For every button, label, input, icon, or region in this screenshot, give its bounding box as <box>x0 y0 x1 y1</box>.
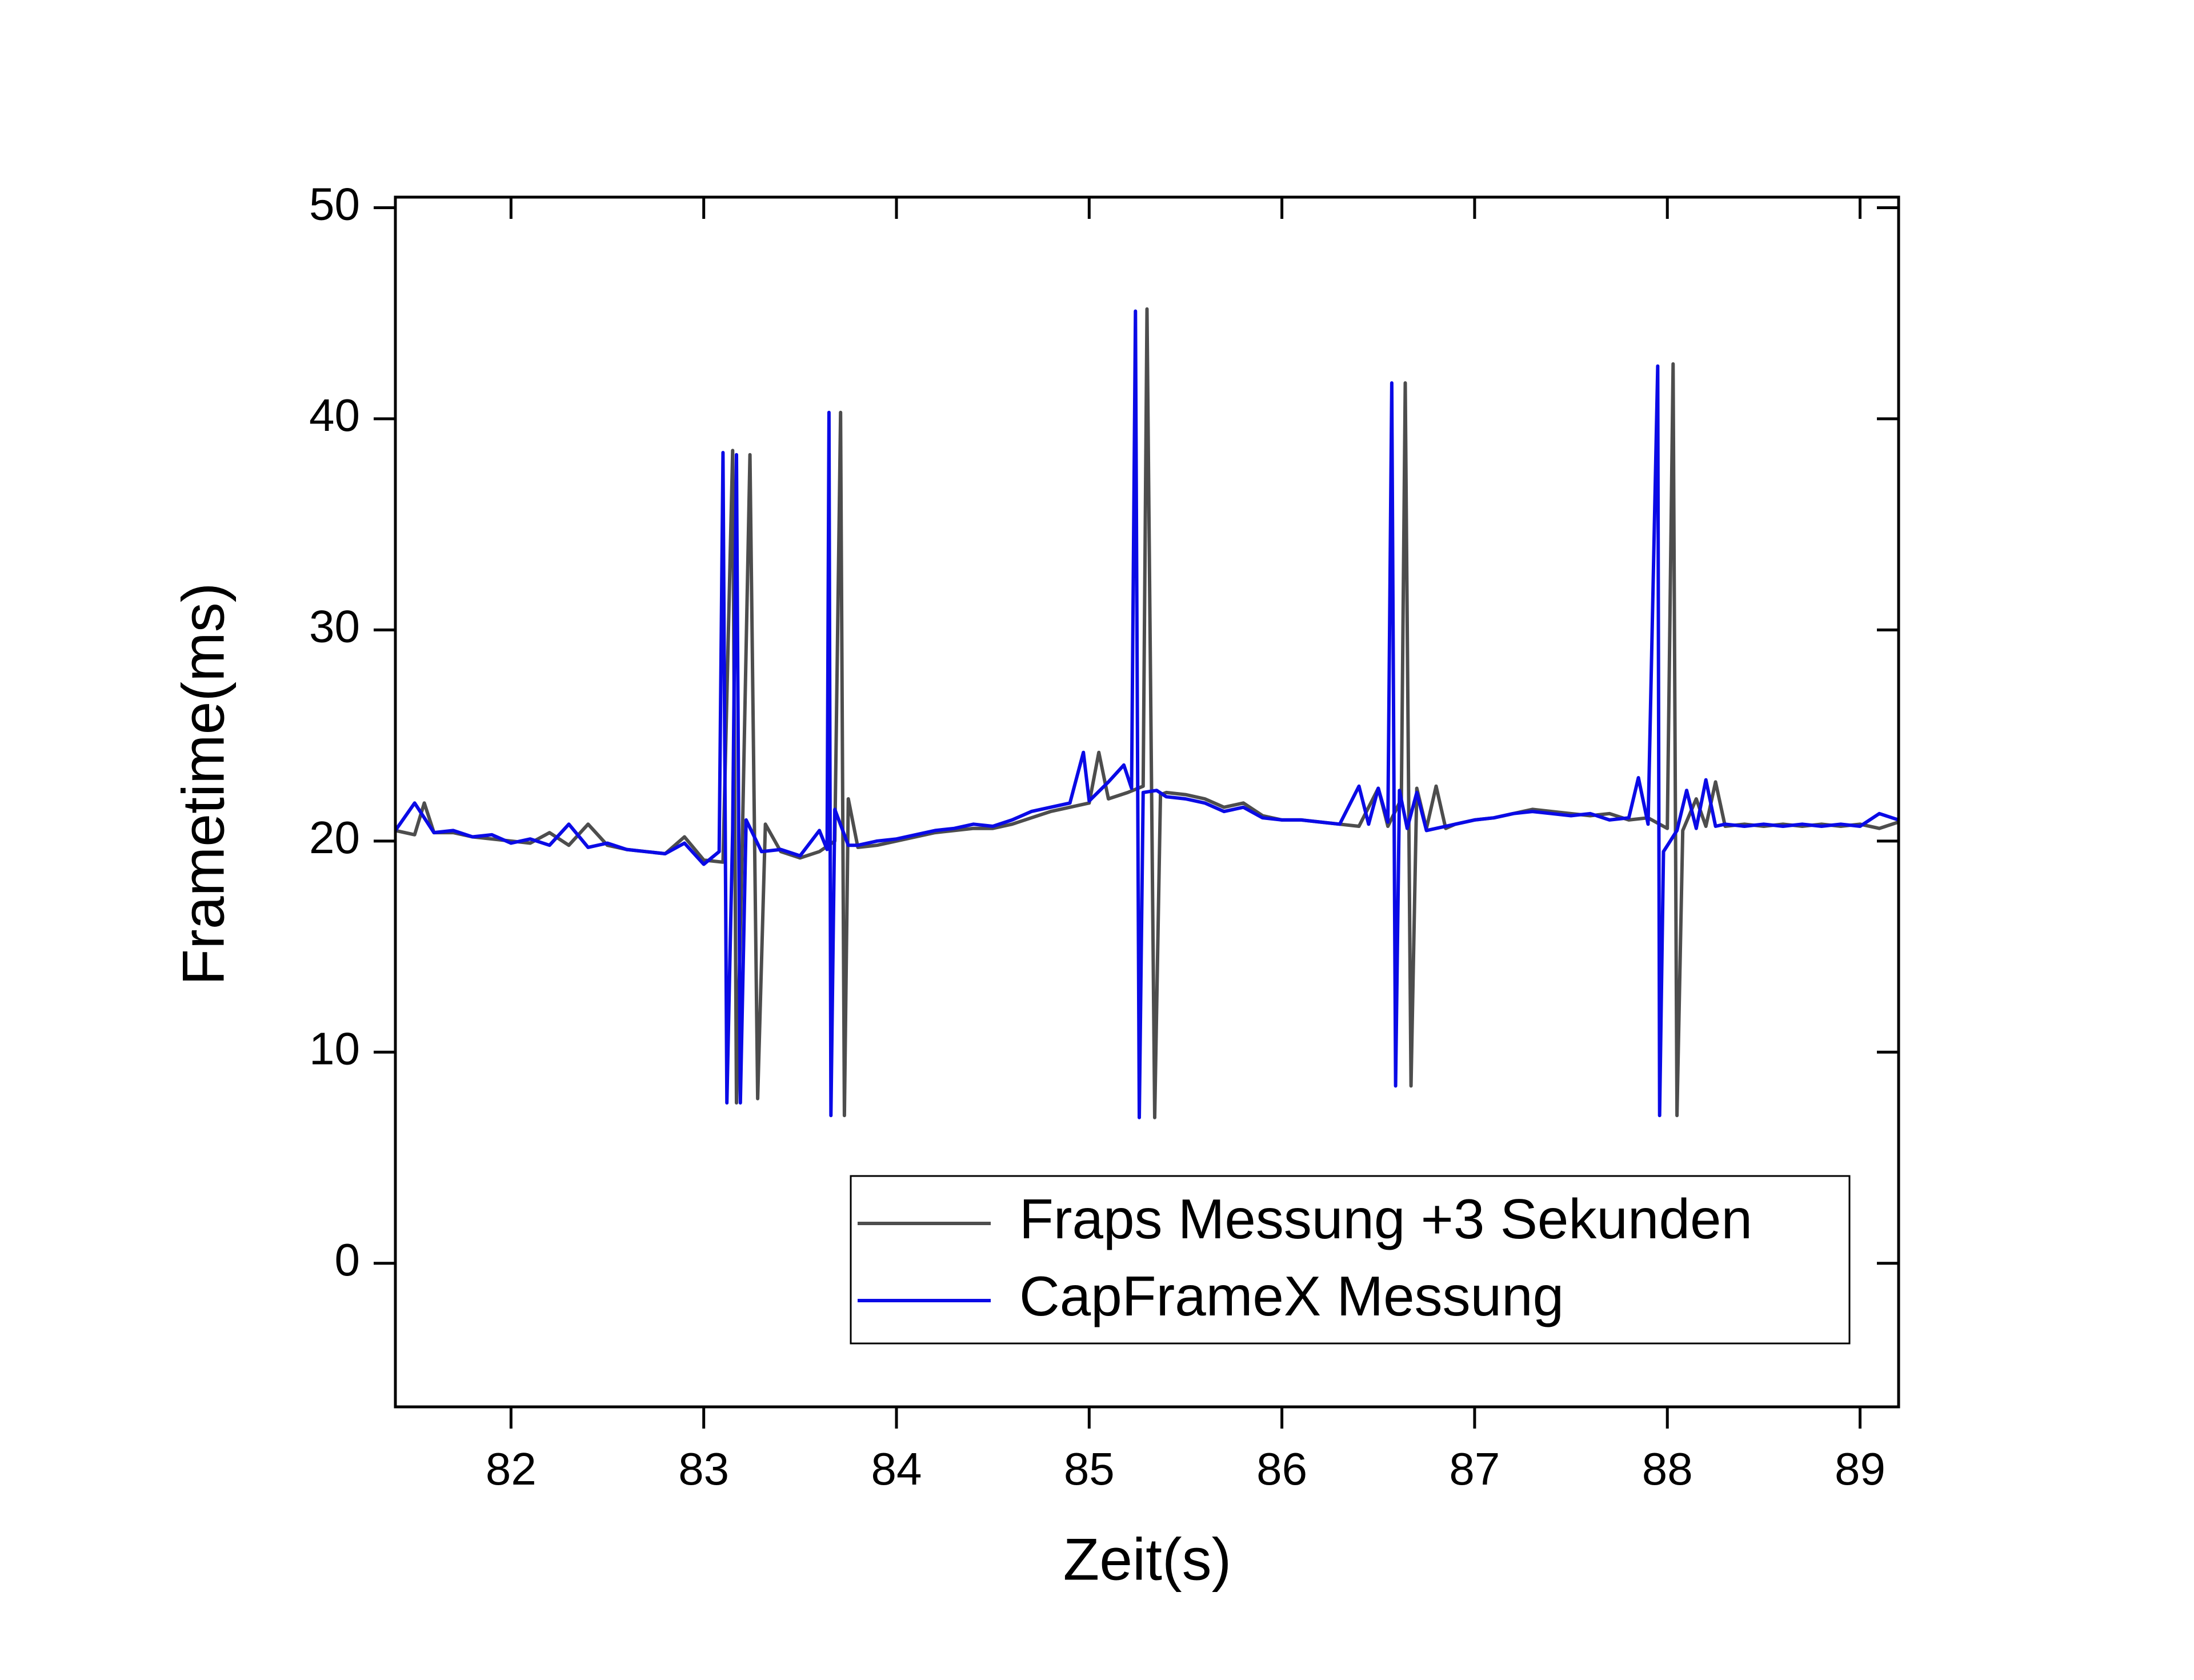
y-axis-title: Frametime(ms) <box>170 583 237 986</box>
x-tick-label: 88 <box>1642 1443 1693 1494</box>
y-tick-label: 40 <box>309 390 360 441</box>
y-tick-label: 10 <box>309 1023 360 1074</box>
x-tick-label: 86 <box>1256 1443 1307 1494</box>
series-line <box>395 309 1899 1119</box>
y-tick-label: 20 <box>309 812 360 863</box>
x-tick-label: 84 <box>871 1443 922 1494</box>
x-tick-label: 82 <box>486 1443 537 1494</box>
y-tick-label: 30 <box>309 601 360 652</box>
x-tick-label: 89 <box>1835 1443 1885 1494</box>
y-tick-label: 50 <box>309 179 360 230</box>
plot-frame <box>394 195 1900 1409</box>
x-tick-label: 87 <box>1449 1443 1500 1494</box>
x-axis-title: Zeit(s) <box>1063 1526 1232 1593</box>
legend-label: CapFrameX Messung <box>1019 1265 1564 1327</box>
legend-box <box>850 1175 1851 1345</box>
x-tick-label: 83 <box>678 1443 729 1494</box>
x-tick-label: 85 <box>1064 1443 1115 1494</box>
series-line <box>395 307 1899 1119</box>
legend-label: Fraps Messung +3 Sekunden <box>1019 1187 1752 1250</box>
y-tick-label: 0 <box>335 1234 361 1285</box>
